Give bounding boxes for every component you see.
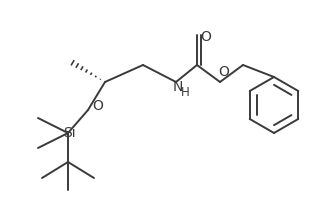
Text: O: O bbox=[201, 30, 211, 44]
Text: H: H bbox=[181, 86, 190, 99]
Text: O: O bbox=[93, 99, 103, 113]
Text: N: N bbox=[173, 80, 183, 94]
Text: Si: Si bbox=[63, 126, 75, 140]
Text: O: O bbox=[218, 65, 230, 79]
